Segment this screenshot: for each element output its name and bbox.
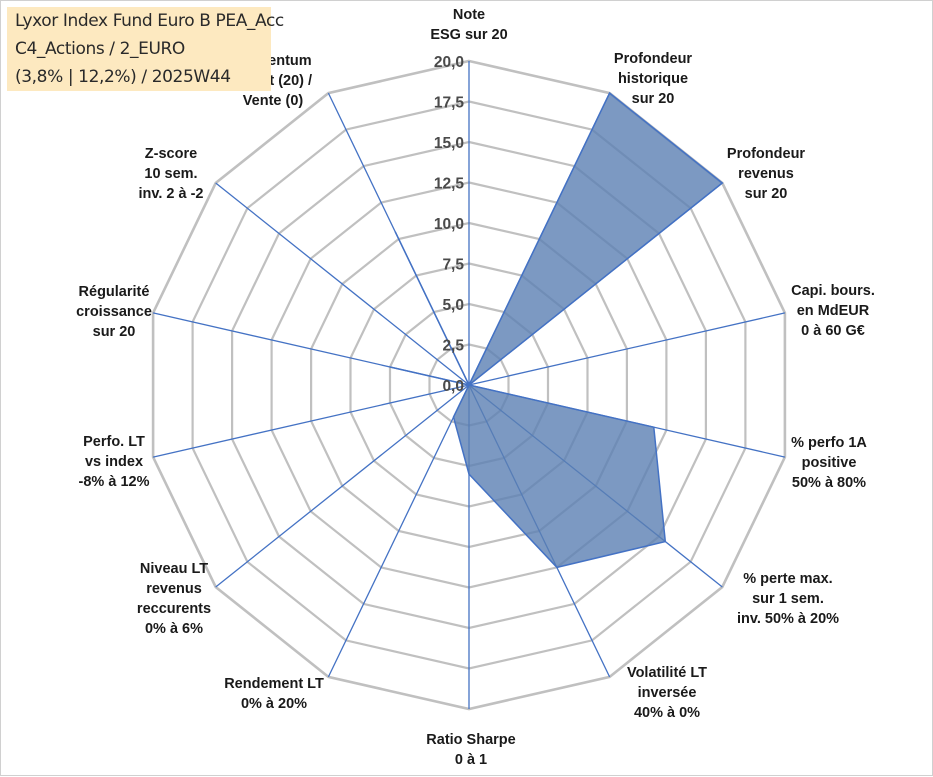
axis-label-line: vs index: [79, 452, 150, 472]
axis-label: % perte max.sur 1 sem.inv. 50% à 20%: [737, 569, 839, 629]
radar-tick-labels: 0,0 2,5 5,0 7,5 10,0 12,5 15,0 17,5 20,0: [434, 54, 465, 395]
axis-label-line: 0% à 6%: [137, 619, 211, 639]
axis-label-line: Capi. bours.: [791, 281, 875, 301]
tick-label: 12,5: [434, 176, 465, 193]
tick-label: 10,0: [434, 216, 464, 233]
axis-label-line: 0 à 60 G€: [791, 321, 875, 341]
axis-label-line: Rendement LT: [224, 674, 324, 694]
axis-label-line: inv. 2 à -2: [138, 184, 203, 204]
axis-label-line: % perte max.: [737, 569, 839, 589]
axis-label-line: reccurents: [137, 599, 211, 619]
axis-label-line: 50% à 80%: [791, 473, 867, 493]
tick-label: 15,0: [434, 135, 464, 152]
axis-label-line: % perfo 1A: [791, 433, 867, 453]
axis-label-line: historique: [614, 69, 692, 89]
axis-label-line: Ratio Sharpe: [426, 730, 515, 750]
tick-label: 17,5: [434, 95, 465, 112]
tick-label: 2,5: [442, 338, 464, 355]
axis-label-line: positive: [791, 453, 867, 473]
axis-label-line: Vente (0): [234, 91, 312, 111]
tick-label: 7,5: [442, 257, 464, 274]
axis-label-line: sur 1 sem.: [737, 589, 839, 609]
axis-label-line: inv. 50% à 20%: [737, 609, 839, 629]
axis-label-line: Perfo. LT: [79, 432, 150, 452]
axis-label-line: revenus: [727, 164, 805, 184]
axis-label-line: 40% à 0%: [627, 703, 707, 723]
axis-label-line: -8% à 12%: [79, 472, 150, 492]
tick-label: 20,0: [434, 54, 464, 71]
fund-stats: (3,8% | 12,2%) / 2025W44: [15, 63, 271, 91]
axis-label-line: 0% à 20%: [224, 694, 324, 714]
axis-label-line: Profondeur: [727, 144, 805, 164]
series-area: [390, 93, 722, 567]
axis-label-line: sur 20: [76, 322, 152, 342]
axis-label-line: inversée: [627, 683, 707, 703]
axis-label-line: Profondeur: [614, 49, 692, 69]
axis-label-line: Volatilité LT: [627, 663, 707, 683]
axis-label-line: Régularité: [76, 282, 152, 302]
tick-label: 5,0: [442, 297, 464, 314]
axis-label-line: croissance: [76, 302, 152, 322]
axis-label-line: Note: [430, 5, 507, 25]
axis-label-line: ESG sur 20: [430, 25, 507, 45]
axis-label-line: revenus: [137, 579, 211, 599]
axis-label-line: sur 20: [614, 89, 692, 109]
radar-series: [390, 93, 723, 568]
axis-label-line: en MdEUR: [791, 301, 875, 321]
axis-label-line: 10 sem.: [138, 164, 203, 184]
fund-name: Lyxor Index Fund Euro B PEA_Acc: [15, 7, 271, 35]
tick-label: 0,0: [442, 378, 464, 395]
fund-category: C4_Actions / 2_EURO: [15, 35, 271, 63]
axis-label-line: sur 20: [727, 184, 805, 204]
fund-info-box: Lyxor Index Fund Euro B PEA_Acc C4_Actio…: [7, 7, 271, 91]
axis-label-line: 0 à 1: [426, 750, 515, 770]
axis-label-line: Niveau LT: [137, 559, 211, 579]
axis-label-line: Z-score: [138, 144, 203, 164]
axis-spoke: [328, 385, 469, 677]
